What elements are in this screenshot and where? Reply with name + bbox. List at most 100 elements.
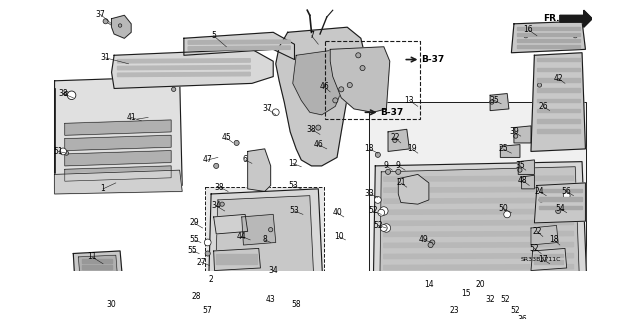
- Text: 29: 29: [189, 219, 199, 227]
- Circle shape: [563, 192, 570, 199]
- Text: 57: 57: [203, 306, 212, 315]
- Polygon shape: [534, 183, 586, 223]
- Bar: [369, 102, 586, 319]
- Text: 31: 31: [101, 53, 111, 62]
- Polygon shape: [514, 126, 531, 143]
- Text: 10: 10: [334, 232, 344, 241]
- Circle shape: [490, 100, 494, 104]
- Polygon shape: [511, 21, 586, 53]
- Circle shape: [378, 209, 385, 216]
- Polygon shape: [490, 93, 509, 111]
- Circle shape: [504, 212, 509, 217]
- Polygon shape: [78, 255, 118, 279]
- Polygon shape: [384, 187, 573, 192]
- Polygon shape: [537, 119, 580, 122]
- Text: 5: 5: [211, 31, 216, 40]
- Circle shape: [348, 83, 353, 88]
- Polygon shape: [372, 162, 588, 319]
- Text: 50: 50: [498, 204, 508, 213]
- Circle shape: [69, 93, 74, 98]
- Circle shape: [296, 305, 301, 310]
- Text: 15: 15: [461, 289, 471, 298]
- Polygon shape: [214, 196, 315, 306]
- Text: 42: 42: [554, 74, 563, 83]
- Polygon shape: [517, 39, 580, 42]
- Circle shape: [65, 92, 68, 96]
- Circle shape: [356, 53, 361, 58]
- Text: 55: 55: [189, 235, 199, 244]
- Circle shape: [273, 110, 278, 115]
- Circle shape: [60, 148, 67, 155]
- Polygon shape: [531, 249, 566, 271]
- Polygon shape: [111, 15, 131, 38]
- Circle shape: [234, 140, 239, 145]
- Polygon shape: [205, 272, 322, 319]
- Text: 52: 52: [511, 306, 520, 315]
- Text: 22: 22: [532, 227, 541, 236]
- Text: B-37: B-37: [380, 108, 403, 117]
- Circle shape: [393, 138, 397, 143]
- Polygon shape: [517, 33, 580, 36]
- Circle shape: [556, 208, 561, 213]
- Circle shape: [65, 151, 68, 155]
- Text: 43: 43: [266, 295, 276, 304]
- Text: 11: 11: [87, 252, 97, 261]
- Text: 52: 52: [368, 206, 378, 215]
- Polygon shape: [398, 174, 429, 204]
- Text: 14: 14: [424, 280, 434, 289]
- Polygon shape: [216, 259, 257, 264]
- Circle shape: [203, 300, 220, 316]
- Circle shape: [380, 207, 388, 215]
- Text: 37: 37: [95, 10, 106, 19]
- Polygon shape: [500, 145, 520, 157]
- Text: 48: 48: [518, 176, 527, 185]
- Circle shape: [204, 239, 211, 246]
- Circle shape: [539, 198, 543, 202]
- Circle shape: [375, 152, 380, 157]
- Polygon shape: [248, 149, 271, 191]
- Text: 13: 13: [404, 96, 414, 105]
- Polygon shape: [384, 176, 573, 181]
- Text: 1: 1: [100, 184, 106, 193]
- Circle shape: [381, 226, 387, 231]
- Text: 49: 49: [419, 235, 429, 244]
- Polygon shape: [188, 46, 290, 50]
- Text: 36: 36: [518, 315, 527, 319]
- Polygon shape: [54, 170, 182, 194]
- Text: 41: 41: [126, 113, 136, 122]
- Circle shape: [218, 278, 221, 283]
- Circle shape: [67, 91, 76, 100]
- Polygon shape: [214, 249, 260, 271]
- Polygon shape: [384, 287, 573, 292]
- Polygon shape: [330, 47, 390, 112]
- Circle shape: [309, 305, 314, 310]
- Circle shape: [521, 318, 527, 319]
- Text: 55: 55: [188, 247, 197, 256]
- Bar: [205, 187, 324, 319]
- Circle shape: [103, 19, 108, 24]
- Polygon shape: [384, 220, 573, 226]
- Text: 19: 19: [407, 145, 417, 153]
- Polygon shape: [384, 298, 573, 303]
- Text: 58: 58: [291, 300, 301, 309]
- Polygon shape: [65, 120, 171, 135]
- Text: 47: 47: [203, 155, 212, 164]
- Polygon shape: [65, 135, 171, 151]
- Circle shape: [269, 227, 273, 232]
- Circle shape: [333, 98, 338, 103]
- Circle shape: [478, 289, 482, 293]
- Polygon shape: [537, 68, 580, 71]
- Circle shape: [211, 311, 225, 319]
- Circle shape: [61, 149, 66, 154]
- Polygon shape: [540, 197, 582, 201]
- Text: 52: 52: [373, 221, 383, 230]
- Polygon shape: [276, 27, 364, 166]
- Text: 33: 33: [364, 189, 374, 198]
- Text: 51: 51: [53, 147, 63, 156]
- Text: 53: 53: [290, 206, 300, 215]
- Circle shape: [374, 197, 381, 203]
- Polygon shape: [118, 72, 250, 77]
- Polygon shape: [537, 78, 580, 82]
- Text: 2: 2: [209, 275, 214, 284]
- Circle shape: [512, 311, 516, 315]
